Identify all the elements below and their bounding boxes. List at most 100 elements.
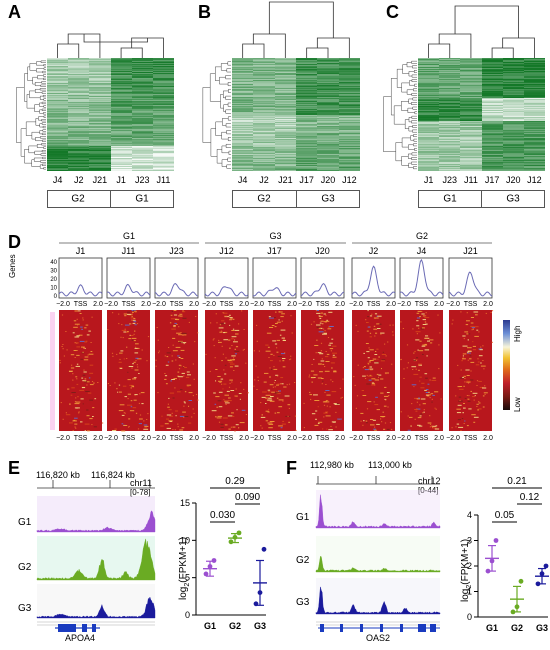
coord-e1: 116,820 kb xyxy=(36,470,80,480)
track-label-f-g2: G2 xyxy=(296,555,310,566)
data-point xyxy=(543,563,549,569)
data-point xyxy=(510,609,516,615)
x-tick-label: G1 xyxy=(486,623,498,633)
range-e: [0-78] xyxy=(130,488,151,497)
sample-label: J12 xyxy=(219,246,234,256)
gene-label-f: OAS2 xyxy=(366,633,391,643)
x-tick-label: −2.0 xyxy=(152,301,166,308)
track-label-e-g1: G1 xyxy=(18,517,32,528)
panel-label-a: A xyxy=(8,2,21,22)
y-tick-label: 5 xyxy=(185,573,190,583)
x-tick-label: 2.0 xyxy=(335,435,345,442)
y-tick-label: 0 xyxy=(54,294,58,300)
column-labels-c: J1 J23 J11 J17 J20 J12 xyxy=(418,175,545,187)
coord-f1: 112,980 kb xyxy=(310,460,354,470)
x-tick-label: −2.0 xyxy=(446,301,460,308)
x-tick-label: 2.0 xyxy=(386,301,396,308)
column-label: J12 xyxy=(527,175,542,185)
column-label: J23 xyxy=(442,175,458,185)
y-tick-label: 20 xyxy=(50,277,57,283)
chrom-f: chr12 xyxy=(418,476,441,486)
x-tick-label: −2.0 xyxy=(202,301,216,308)
x-tick-label: TSS xyxy=(415,435,429,442)
data-point xyxy=(539,571,545,577)
track-label-e-g2: G2 xyxy=(18,562,32,573)
group-label-a1: G2 xyxy=(71,193,85,205)
profile-heatmap-panel: G1 G3 G2 J1 −2.0 TSS 2.0 −2.0 TSS 2.0 J11 −2.0 TSS 2.… xyxy=(50,231,494,442)
x-tick-label: TSS xyxy=(415,301,429,308)
x-tick-label: TSS xyxy=(170,435,184,442)
dendrogram-b xyxy=(202,1,350,169)
dendrogram-c xyxy=(383,5,535,170)
sample-label: J23 xyxy=(169,246,184,256)
sample-label: J2 xyxy=(369,246,379,256)
x-tick-label: −2.0 xyxy=(56,435,70,442)
p-value-label: 0.05 xyxy=(495,510,515,521)
y-tick-label: 4 xyxy=(467,510,472,520)
x-tick-label: −2.0 xyxy=(104,435,118,442)
x-tick-label: TSS xyxy=(268,301,282,308)
x-tick-label: −2.0 xyxy=(250,301,264,308)
y-tick-label: 0 xyxy=(185,610,190,620)
track-label-f-g3: G3 xyxy=(296,597,310,608)
column-labels-b: J4 J2 J21 J17 J20 J12 xyxy=(232,175,360,187)
data-point xyxy=(518,578,524,584)
y-tick-label: 40 xyxy=(50,260,57,266)
column-label: J17 xyxy=(484,175,500,185)
data-point xyxy=(211,558,217,563)
column-label: J11 xyxy=(156,175,171,185)
heatmap-legend-bar xyxy=(503,320,510,410)
column-label: J21 xyxy=(92,175,108,185)
x-tick-label: TSS xyxy=(220,301,234,308)
x-tick-label: TSS xyxy=(464,435,478,442)
column-label: J20 xyxy=(505,175,521,185)
x-tick-label: −2.0 xyxy=(250,435,264,442)
heatmap-a xyxy=(47,58,174,171)
sample-label: J4 xyxy=(417,246,427,256)
group-label-c2: G3 xyxy=(506,193,520,205)
x-tick-label: −2.0 xyxy=(298,301,312,308)
x-tick-label: 2.0 xyxy=(141,435,151,442)
panel-label-f: F xyxy=(286,458,297,478)
group-label-b2: G3 xyxy=(321,193,335,205)
x-tick-label: 2.0 xyxy=(434,435,444,442)
p-value-label: 0.29 xyxy=(225,476,245,487)
dendrogram-a xyxy=(16,33,164,170)
x-tick-label: 2.0 xyxy=(483,435,493,442)
x-tick-label: TSS xyxy=(170,301,184,308)
x-tick-label: TSS xyxy=(367,435,381,442)
column-label: J12 xyxy=(342,175,357,185)
x-tick-label: TSS xyxy=(74,435,88,442)
x-tick-label: −2.0 xyxy=(349,435,363,442)
x-tick-label: 2.0 xyxy=(239,301,249,308)
p-value-label: 0.12 xyxy=(520,492,540,503)
x-tick-label: G2 xyxy=(511,623,523,633)
data-point xyxy=(489,558,495,564)
data-point xyxy=(485,568,491,574)
x-tick-label: TSS xyxy=(220,435,234,442)
column-label: J1 xyxy=(423,175,434,185)
x-tick-label: TSS xyxy=(316,301,330,308)
x-tick-label: TSS xyxy=(268,435,282,442)
heatmap-c xyxy=(418,58,545,171)
column-label: J2 xyxy=(259,175,269,185)
data-point xyxy=(253,601,259,607)
x-tick-label: 2.0 xyxy=(434,301,444,308)
coord-f2: 113,000 kb xyxy=(368,460,412,470)
data-point xyxy=(535,581,541,587)
x-tick-label: TSS xyxy=(367,301,381,308)
data-point xyxy=(228,539,234,545)
y-tick-label: 30 xyxy=(50,269,57,275)
panel-label-b: B xyxy=(198,2,211,22)
x-tick-label: −2.0 xyxy=(104,301,118,308)
column-label: J2 xyxy=(73,175,84,185)
group-label-a2: G1 xyxy=(135,193,149,205)
column-label: J20 xyxy=(320,175,336,185)
x-tick-label: −2.0 xyxy=(397,435,411,442)
group-label-b1: G2 xyxy=(257,193,271,205)
column-label: J11 xyxy=(463,175,478,185)
sample-label: J21 xyxy=(463,246,478,256)
